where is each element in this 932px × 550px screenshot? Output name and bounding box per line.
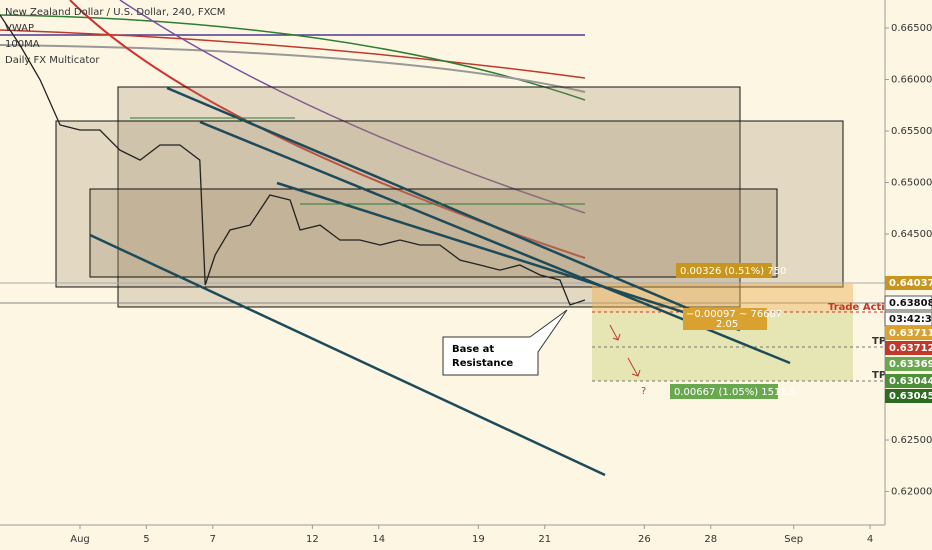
x-tick-label: 14 <box>372 534 385 545</box>
ma-line <box>0 29 586 79</box>
indicator-label: VWAP <box>5 23 34 34</box>
x-tick-label: 19 <box>472 534 485 545</box>
y-tick-label: 0.66500 <box>891 23 932 34</box>
x-tick-label: 26 <box>638 534 651 545</box>
callout-text: Resistance <box>452 358 513 369</box>
y-tick-label: 0.62500 <box>891 435 932 446</box>
question-mark: ? <box>641 386 646 397</box>
x-tick-label: 12 <box>306 534 319 545</box>
price-tag <box>885 276 932 290</box>
callout-text: Base at <box>452 344 494 355</box>
y-tick-label: 0.62000 <box>891 487 932 498</box>
price-tag-label: 0.63369 <box>889 359 932 370</box>
position-label: −0.00097 ~ 76687 <box>686 309 782 320</box>
label-box <box>676 263 772 278</box>
callout-box <box>442 336 539 376</box>
y-tick-label: 0.65500 <box>891 126 932 137</box>
y-tick-label: 0.65000 <box>891 178 932 189</box>
price-tag-label: 0.63711 <box>889 328 932 339</box>
price-tag <box>885 357 932 371</box>
trendline <box>89 233 606 477</box>
arrow <box>609 324 621 341</box>
price-tag-label: 0.64037 <box>889 278 932 289</box>
tp-label: TP <box>872 370 886 381</box>
position-label: 0.00667 (1.05%) 1511.5 <box>674 387 796 398</box>
price-tag-label: 0.63044 <box>889 376 932 387</box>
ma-line <box>119 0 586 214</box>
y-tick-label: 0.66000 <box>891 75 932 86</box>
position-label: 0.00326 (0.51%) 750 <box>680 266 786 277</box>
x-tick-label: 5 <box>143 534 149 545</box>
price-tag <box>885 374 932 388</box>
chart-title: New Zealand Dollar / U.S. Dollar, 240, F… <box>5 7 225 18</box>
trade-label: Trade Active <box>828 302 898 313</box>
range-box <box>117 86 741 308</box>
x-tick-label: 7 <box>210 534 216 545</box>
tp-label: TP <box>872 336 886 347</box>
label-box <box>683 308 767 330</box>
x-tick-label: 4 <box>867 534 873 545</box>
price-tag-label: 0.63808 <box>889 298 932 309</box>
x-tick-label: Aug <box>70 534 90 545</box>
trendline <box>166 86 721 324</box>
price-tag-label: 03:42:30 <box>889 314 932 325</box>
price-tag-label: 0.63712 <box>889 343 932 354</box>
price-tag <box>885 341 932 355</box>
ma-line <box>0 44 586 93</box>
x-tick-label: Sep <box>784 534 803 545</box>
position-label: 2.05 <box>716 319 738 330</box>
arrow <box>627 357 641 377</box>
price-tag <box>884 295 932 311</box>
indicator-label: 100MA <box>5 39 40 50</box>
x-tick-label: 21 <box>538 534 551 545</box>
callout-pointer <box>529 309 568 353</box>
indicator-label: Daily FX Multicator <box>5 55 100 66</box>
price-tag <box>885 389 932 403</box>
label-box <box>670 384 778 399</box>
price-tag <box>885 326 932 340</box>
price-line <box>0 14 586 306</box>
price-tag-label: 0.63045 <box>889 391 932 402</box>
trendline <box>276 181 741 332</box>
x-tick-label: 28 <box>704 534 717 545</box>
y-tick-label: 0.64500 <box>891 229 932 240</box>
